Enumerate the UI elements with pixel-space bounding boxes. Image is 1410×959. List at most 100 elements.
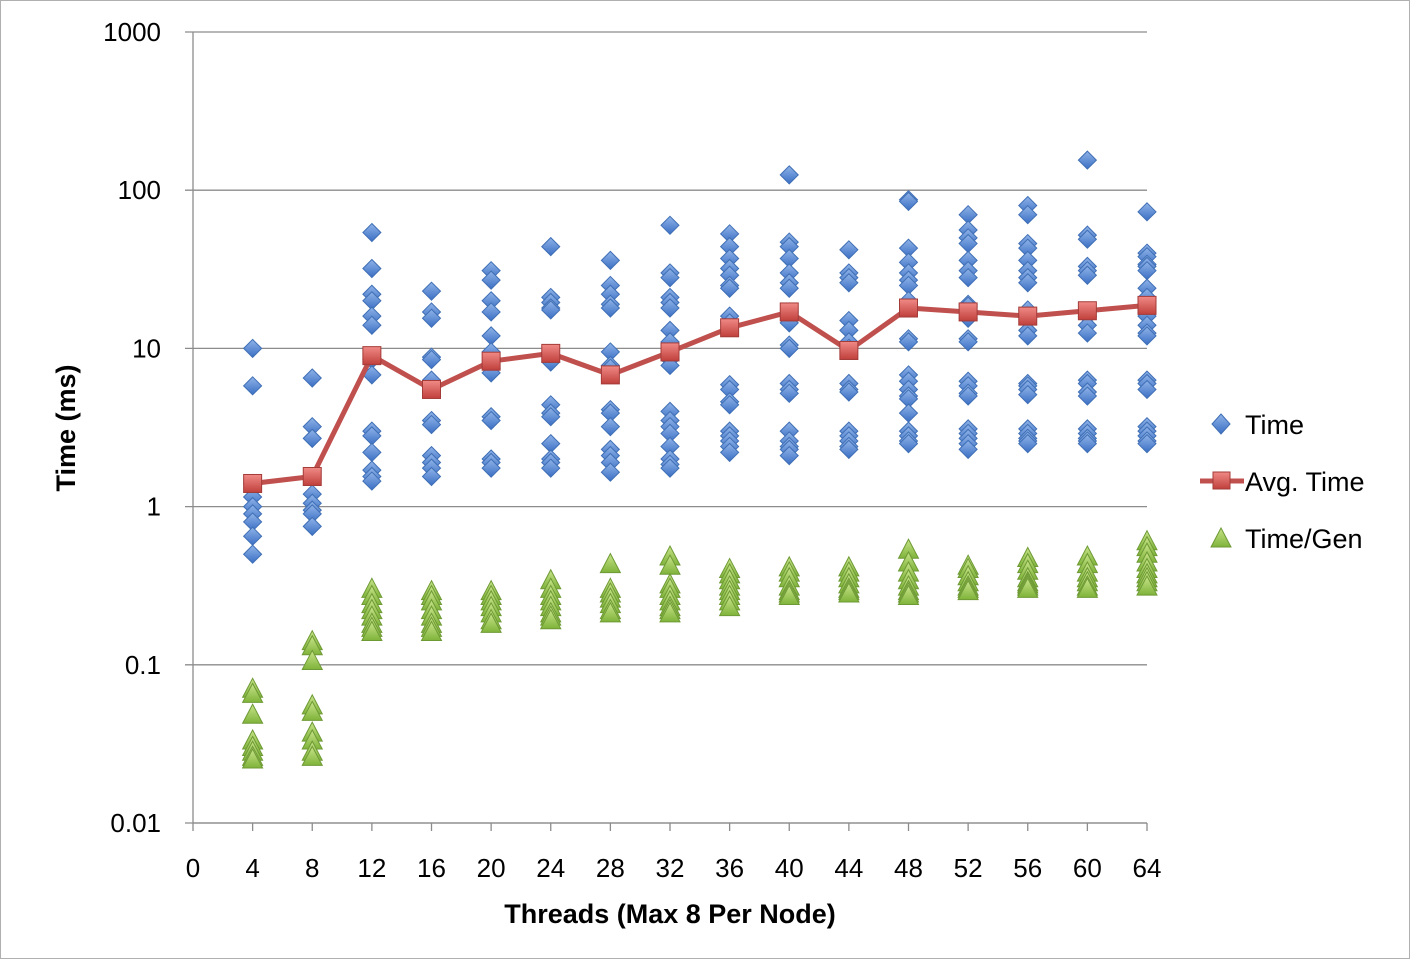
x-tick-label: 64 (1133, 853, 1162, 883)
time-gen-point (599, 601, 622, 623)
series-layer (241, 150, 1158, 769)
legend-triangle-icon (1210, 526, 1232, 548)
time-point (1137, 202, 1157, 222)
time-point (600, 462, 621, 482)
time-point (719, 442, 740, 463)
time-point (898, 403, 919, 423)
x-tick-label: 8 (305, 853, 319, 883)
time-point (1018, 433, 1038, 454)
avg-time-point (481, 351, 501, 371)
x-tick-label: 32 (656, 853, 685, 883)
legend-label-avg-time: Avg. Time (1245, 467, 1365, 497)
time-point (1077, 229, 1098, 249)
time-point (421, 414, 442, 435)
x-tick-label: 28 (596, 853, 625, 883)
legend: Time Avg. Time Time/Gen (1200, 410, 1365, 554)
time-point (362, 471, 382, 491)
time-point (1018, 384, 1038, 405)
time-point (421, 308, 442, 328)
time-gen-point (897, 584, 920, 606)
time-point (600, 298, 621, 318)
time-point (779, 165, 799, 185)
avg-time-point (839, 340, 859, 360)
time-point (660, 298, 680, 318)
time-gen-point (361, 620, 383, 642)
time-gen-point (420, 620, 443, 642)
time-point (958, 439, 978, 460)
time-point (898, 433, 919, 454)
avg-time-point (422, 379, 441, 399)
time-point (1137, 433, 1157, 454)
time-point (421, 349, 442, 370)
y-tick-label: 0.1 (125, 650, 161, 680)
x-tick-label: 56 (1013, 853, 1042, 883)
series-avg-time (243, 295, 1157, 493)
time-gen-point (480, 612, 502, 633)
time-point (242, 544, 263, 564)
avg-time-point (541, 343, 561, 363)
time-point (600, 416, 621, 437)
time-point (1077, 265, 1098, 285)
time-point (898, 191, 919, 212)
y-tick-label: 0.01 (110, 808, 161, 838)
y-tick-label: 10 (132, 333, 161, 363)
x-tick-label: 48 (894, 853, 923, 883)
time-point (362, 222, 382, 243)
avg-time-line (252, 302, 1148, 486)
time-point (839, 273, 859, 293)
time-point (481, 458, 501, 478)
time-point (839, 240, 859, 260)
time-point (660, 458, 680, 478)
time-point (660, 267, 680, 288)
x-tick-label: 40 (775, 853, 804, 883)
time-point (481, 302, 501, 322)
avg-time-point (779, 302, 799, 322)
axes (192, 32, 1148, 831)
time-gen-point (718, 595, 741, 617)
time-gen-point (539, 608, 562, 630)
x-tick-label: 52 (954, 853, 983, 883)
x-tick-label: 12 (357, 853, 386, 883)
time-point (779, 278, 799, 298)
avg-time-point (1077, 301, 1097, 321)
time-point (1077, 386, 1098, 406)
time-point (481, 270, 501, 290)
avg-time-point (660, 342, 680, 362)
x-axis-title: Threads (Max 8 Per Node) (504, 899, 836, 929)
y-tick-label: 1000 (103, 17, 161, 47)
x-tick-label: 24 (536, 853, 565, 883)
legend-item-time-gen: Time/Gen (1210, 524, 1363, 554)
time-point (1018, 273, 1038, 293)
time-point (362, 315, 382, 335)
time-point (719, 278, 740, 298)
x-tick-label: 20 (477, 853, 506, 883)
time-gen-point (957, 579, 979, 601)
time-point (1077, 323, 1098, 343)
time-point (421, 466, 442, 487)
time-point (1137, 379, 1157, 400)
time-point (302, 428, 322, 449)
time-gen-point (599, 552, 622, 574)
time-point (660, 215, 680, 236)
time-point (779, 383, 799, 404)
time-point (779, 338, 799, 359)
avg-time-point (720, 318, 740, 338)
time-point (1077, 150, 1098, 170)
avg-time-point (362, 346, 382, 366)
x-tick-label: 44 (834, 853, 863, 883)
avg-time-point (302, 466, 322, 486)
legend-item-time: Time (1211, 410, 1304, 440)
time-point (779, 445, 799, 466)
x-tick-label: 60 (1073, 853, 1102, 883)
avg-time-point (958, 302, 978, 322)
time-gen-point (778, 584, 801, 606)
time-point (958, 332, 978, 352)
y-axis-title: Time (ms) (51, 364, 81, 491)
time-gen-point (1076, 577, 1099, 598)
time-point (362, 258, 382, 279)
time-point (302, 368, 322, 388)
x-tick-label: 0 (186, 853, 200, 883)
time-point (242, 376, 263, 396)
y-tick-label: 1 (147, 492, 161, 522)
